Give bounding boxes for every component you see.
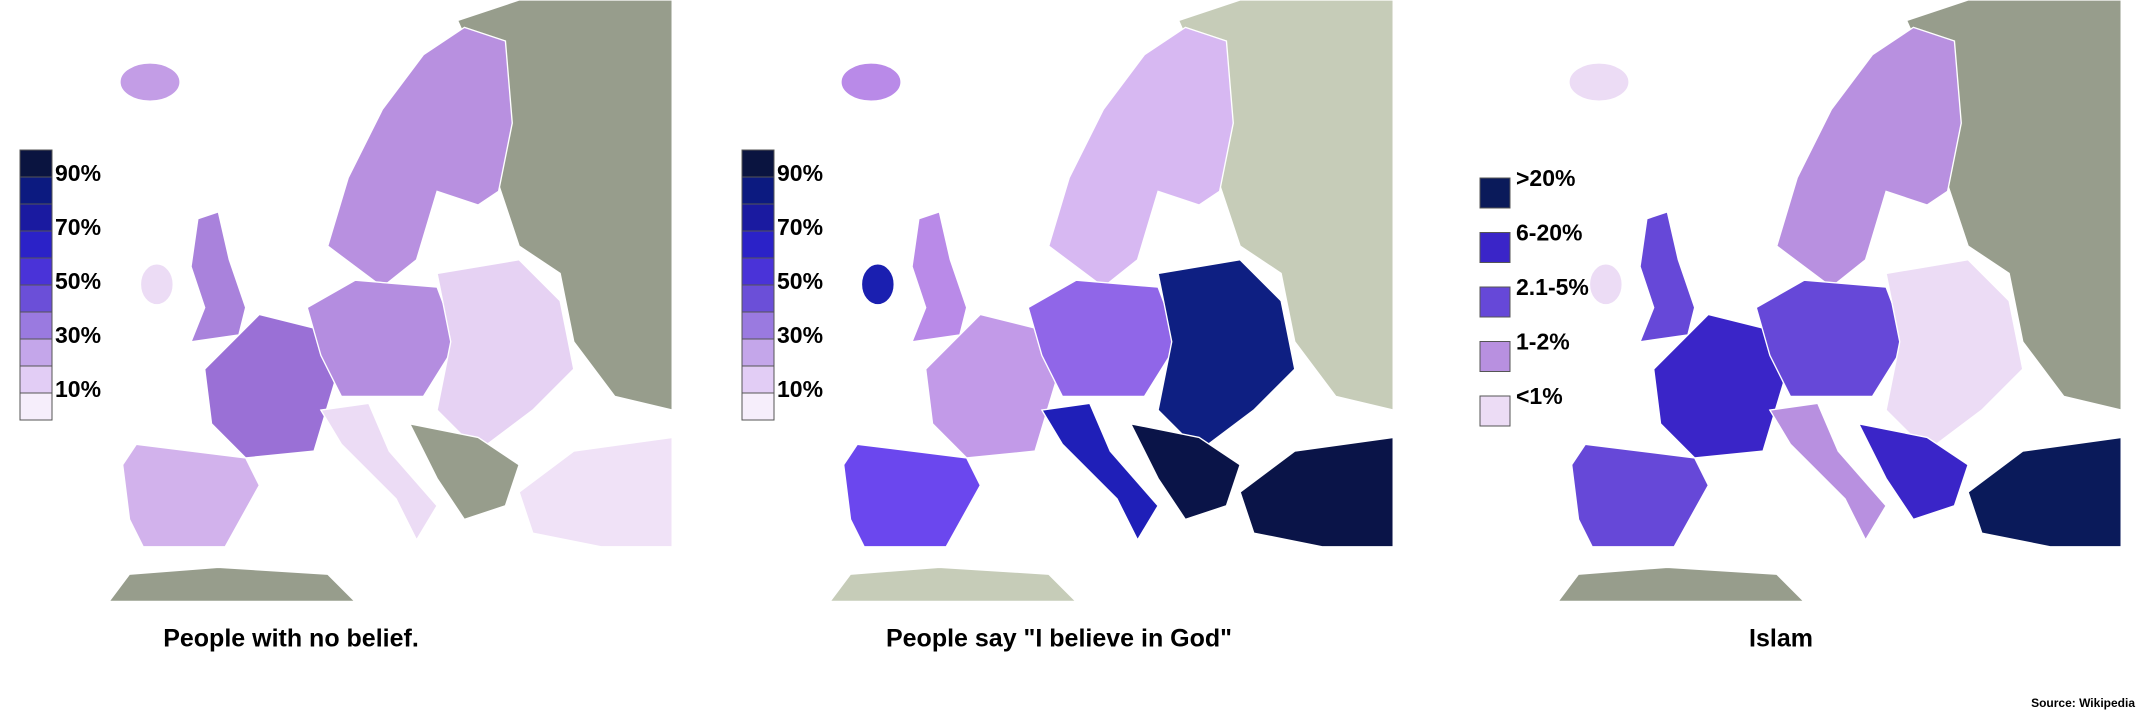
region (911, 211, 968, 343)
legend-label: 6-20% (1516, 220, 1582, 246)
map-no-belief (108, 0, 673, 603)
legend-swatch (1479, 395, 1511, 427)
legend-swatch (19, 365, 53, 394)
region (1041, 402, 1159, 541)
region (1570, 443, 1710, 548)
region (320, 402, 438, 541)
legend-swatch (741, 311, 775, 340)
legend-label: 10% (777, 376, 823, 402)
legend-swatch (741, 230, 775, 259)
legend-swatch (19, 176, 53, 205)
region (840, 62, 902, 102)
legend-label: 50% (55, 268, 101, 294)
legend-swatch (741, 392, 775, 421)
legend-swatch (19, 392, 53, 421)
region (190, 211, 247, 343)
legend-label: 90% (777, 160, 823, 186)
legend-swatch (19, 230, 53, 259)
legend-swatch (19, 149, 53, 178)
region (1048, 26, 1234, 288)
legend-swatch (19, 203, 53, 232)
caption: People say "I believe in God" (886, 625, 1232, 653)
legend-label: 70% (777, 214, 823, 240)
map-believe-god (829, 0, 1394, 603)
region (119, 62, 181, 102)
legend-label: 90% (55, 160, 101, 186)
legend-swatch (741, 365, 775, 394)
legend-label: 70% (55, 214, 101, 240)
legend-swatch (19, 284, 53, 313)
legend-swatch (741, 149, 775, 178)
legend-swatch (741, 284, 775, 313)
map-islam (1557, 0, 2122, 603)
region (1885, 259, 2024, 452)
legend-swatch (741, 203, 775, 232)
legend-swatch (741, 176, 775, 205)
region (436, 259, 575, 452)
legend-label: 50% (777, 268, 823, 294)
region (1239, 436, 1394, 548)
legend-swatch (1479, 177, 1511, 209)
legend-label: 10% (55, 376, 101, 402)
region (1588, 263, 1623, 306)
legend-label: 30% (777, 322, 823, 348)
legend-label: 2.1-5% (1516, 274, 1589, 300)
region (829, 566, 1077, 603)
legend-swatch (19, 311, 53, 340)
region (1967, 436, 2122, 548)
region (139, 263, 174, 306)
legend-swatch (741, 257, 775, 286)
legend-swatch (1479, 341, 1511, 372)
legend-swatch (1479, 232, 1511, 263)
region (121, 443, 261, 548)
legend-swatch (1479, 286, 1511, 318)
caption: Islam (1749, 625, 1813, 653)
region (1639, 211, 1696, 343)
region (1769, 402, 1887, 541)
region (1157, 259, 1296, 452)
region (1568, 62, 1630, 102)
legend-swatch (19, 257, 53, 286)
legend-label: <1% (1516, 383, 1563, 409)
legend-label: 1-2% (1516, 329, 1570, 355)
region (842, 443, 982, 548)
caption: People with no belief. (163, 625, 419, 653)
source: Source: Wikipedia (2031, 696, 2135, 710)
region (1557, 566, 1805, 603)
legend-label: 30% (55, 322, 101, 348)
legend-label: >20% (1516, 165, 1575, 191)
region (327, 26, 513, 288)
region (518, 436, 673, 548)
legend-swatch (741, 338, 775, 367)
legend-swatch (19, 338, 53, 367)
region (108, 566, 356, 603)
region (1776, 26, 1962, 288)
region (860, 263, 895, 306)
